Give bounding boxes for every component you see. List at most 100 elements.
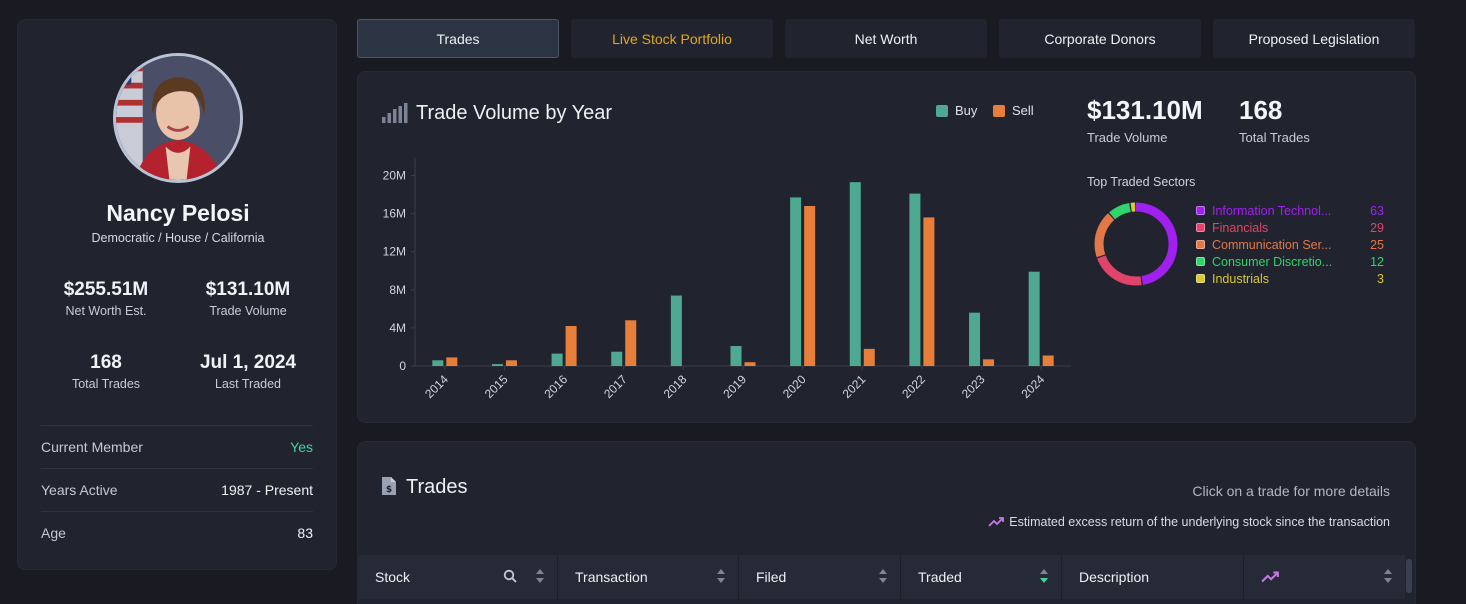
bar-sell-2020[interactable] [804, 206, 816, 366]
detail-value: 1987 - Present [221, 482, 313, 498]
stat-total-trades: 168 Total Trades [31, 352, 181, 391]
x-tick-label: 2020 [780, 372, 809, 401]
trades-card: $ Trades Click on a trade for more detai… [357, 441, 1416, 604]
detail-value: Yes [290, 439, 313, 455]
profile-name: Nancy Pelosi [106, 200, 250, 226]
sector-swatch [1196, 274, 1205, 283]
x-tick-label: 2023 [959, 372, 988, 401]
legend-swatch-sell [993, 104, 1005, 117]
bar-sell-2021[interactable] [863, 348, 875, 366]
bar-sell-2016[interactable] [565, 326, 577, 366]
bar-sell-2019[interactable] [744, 362, 756, 366]
sector-swatch [1196, 223, 1205, 232]
stat-last-traded: Jul 1, 2024 Last Traded [173, 352, 323, 391]
trade-volume-card: Trade Volume by Year Buy Sell 0 4M 8M 12M 16… [357, 71, 1416, 423]
bar-sell-2023[interactable] [983, 359, 995, 366]
sector-name: Financials [1212, 220, 1269, 235]
legend-buy[interactable]: Buy [936, 103, 977, 118]
sector-count: 63 [1370, 203, 1384, 218]
trades-title: Trades [406, 476, 468, 498]
sector-count: 25 [1370, 237, 1384, 252]
sectors-title: Top Traded Sectors [1087, 175, 1196, 189]
sector-legend-item[interactable]: Financials 29 [1196, 219, 1384, 236]
kpi-value: 168 [1239, 95, 1283, 125]
donut-slice[interactable] [1094, 202, 1178, 286]
bar-buy-2017[interactable] [611, 351, 623, 366]
bar-buy-2024[interactable] [1028, 271, 1040, 366]
kpi-label: Total Trades [1239, 130, 1310, 145]
sector-swatch [1196, 206, 1205, 215]
detail-key: Age [41, 525, 66, 541]
kpi-value: $131.10M [1087, 95, 1203, 125]
tab-proposed-legislation[interactable]: Proposed Legislation [1213, 19, 1415, 58]
sort-icon[interactable] [716, 568, 726, 584]
kpi-label: Trade Volume [1087, 130, 1168, 145]
tab-live-stock-portfolio[interactable]: Live Stock Portfolio [571, 19, 773, 58]
bar-buy-2021[interactable] [849, 182, 861, 366]
column-header-transaction[interactable]: Transaction [558, 555, 739, 599]
y-tick-label: 4M [389, 321, 406, 335]
bar-sell-2024[interactable] [1042, 355, 1054, 366]
legend-label: Sell [1012, 103, 1034, 118]
sector-legend: Information Technol... 63 Financials 29 Comm… [1196, 202, 1384, 287]
sector-legend-item[interactable]: Information Technol... 63 [1196, 202, 1384, 219]
detail-value: 83 [297, 525, 313, 541]
sort-icon[interactable] [1383, 568, 1393, 584]
trade-volume-chart: 0 4M 8M 12M 16M 20M 2014 2015 2016 2017 2018 2019 20… [383, 158, 1071, 401]
x-tick-label: 2015 [482, 372, 511, 401]
sector-name: Communication Ser... [1212, 237, 1332, 252]
avatar [113, 53, 243, 183]
sector-legend-item[interactable]: Industrials 3 [1196, 270, 1384, 287]
search-icon[interactable] [503, 569, 517, 583]
column-label: Traded [918, 569, 962, 585]
detail-row-current-member: Current Member Yes [41, 425, 313, 468]
sector-name: Consumer Discretio... [1212, 254, 1333, 269]
column-header-description[interactable]: Description [1062, 555, 1244, 599]
stat-label: Net Worth Est. [65, 304, 147, 318]
tab-corporate-donors[interactable]: Corporate Donors [999, 19, 1201, 58]
x-tick-label: 2022 [899, 372, 928, 401]
column-header-stock[interactable]: Stock [358, 555, 558, 599]
bar-buy-2020[interactable] [790, 197, 802, 366]
sort-icon[interactable] [535, 568, 545, 584]
bar-sell-2015[interactable] [505, 360, 517, 366]
sort-icon[interactable] [878, 568, 888, 584]
y-tick-label: 20M [383, 169, 406, 183]
y-tick-label: 8M [389, 283, 406, 297]
tab-net-worth[interactable]: Net Worth [785, 19, 987, 58]
bar-sell-2017[interactable] [625, 320, 637, 366]
legend-sell[interactable]: Sell [993, 103, 1034, 118]
sector-legend-item[interactable]: Communication Ser... 25 [1196, 236, 1384, 253]
bar-buy-2022[interactable] [909, 193, 921, 366]
table-scrollbar[interactable] [1406, 559, 1412, 593]
stat-net-worth: $255.51M Net Worth Est. [31, 279, 181, 318]
column-label: Transaction [575, 569, 648, 585]
excess-return-note: Estimated excess return of the underlyin… [988, 515, 1390, 529]
bar-buy-2014[interactable] [432, 360, 444, 366]
bar-buy-2019[interactable] [730, 346, 742, 366]
bar-buy-2018[interactable] [670, 295, 682, 366]
sector-legend-item[interactable]: Consumer Discretio... 12 [1196, 253, 1384, 270]
column-header-filed[interactable]: Filed [739, 555, 901, 599]
bar-buy-2023[interactable] [969, 312, 981, 366]
bar-buy-2016[interactable] [551, 353, 563, 366]
sector-count: 29 [1370, 220, 1384, 235]
x-tick-label: 2014 [422, 372, 451, 401]
trades-table-header: Stock Transaction Filed Traded Descripti… [358, 555, 1405, 599]
y-tick-label: 0 [399, 359, 406, 373]
donut-slice[interactable] [1094, 202, 1178, 286]
column-header-traded[interactable]: Traded [901, 555, 1062, 599]
sort-desc-active-icon[interactable] [1039, 568, 1049, 584]
portrait-image [116, 56, 240, 180]
bar-sell-2022[interactable] [923, 217, 935, 366]
column-header-excess-return[interactable] [1244, 555, 1405, 599]
sector-name: Information Technol... [1212, 203, 1332, 218]
bar-sell-2014[interactable] [446, 357, 458, 366]
bar-buy-2015[interactable] [491, 364, 503, 366]
tab-trades[interactable]: Trades [357, 19, 559, 58]
donut-slice[interactable] [1094, 202, 1178, 286]
signal-bars-icon [382, 103, 408, 123]
detail-row-years-active: Years Active 1987 - Present [41, 468, 313, 511]
stat-label: Last Traded [214, 377, 281, 391]
excess-return-note-text: Estimated excess return of the underlyin… [1009, 515, 1390, 529]
